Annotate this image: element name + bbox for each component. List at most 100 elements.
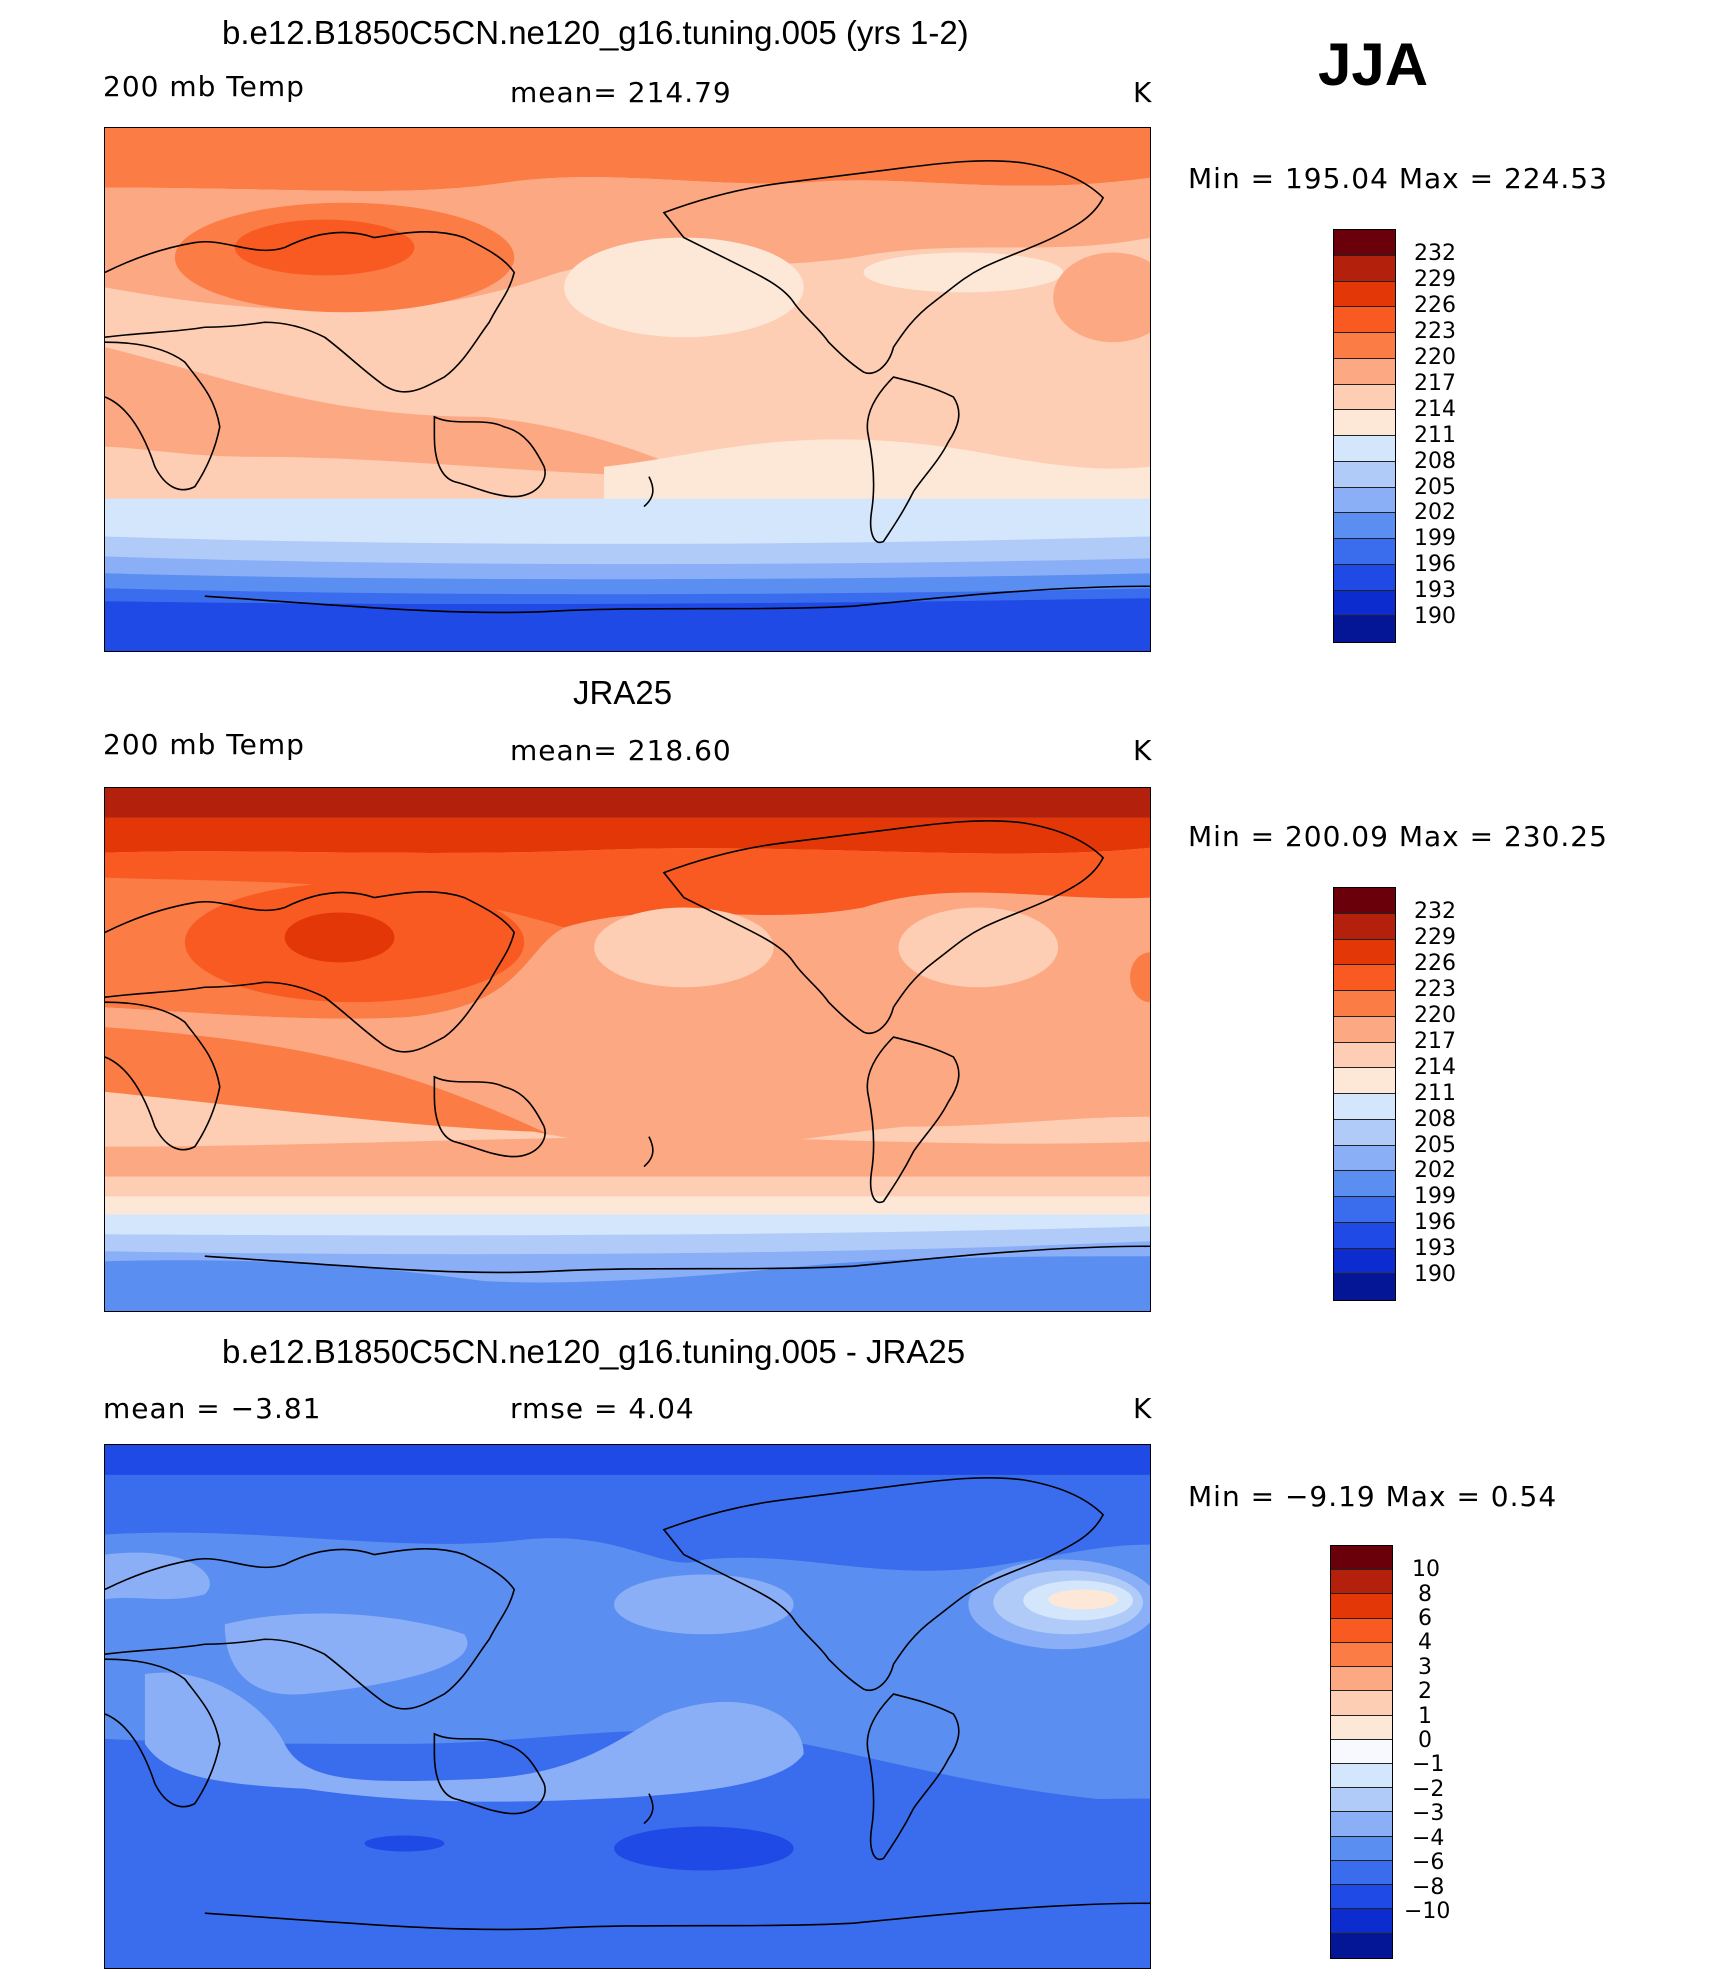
coastlines xyxy=(105,1477,1150,1931)
coastlines xyxy=(105,820,1150,1274)
colorbar-swatch xyxy=(1331,1594,1392,1619)
colorbar-swatch xyxy=(1334,1094,1395,1120)
colorbar-label: 190 xyxy=(1414,604,1456,629)
colorbar-swatch xyxy=(1331,1860,1392,1886)
colorbar-label: −3 xyxy=(1412,1801,1445,1826)
colorbar-label: 193 xyxy=(1414,578,1456,603)
colorbar-label: −6 xyxy=(1412,1850,1445,1875)
colorbar xyxy=(1330,1545,1393,1959)
field-band xyxy=(105,1793,1150,1968)
colorbar-label: 193 xyxy=(1414,1236,1456,1261)
colorbar-swatch xyxy=(1331,1788,1392,1813)
colorbar-label: 223 xyxy=(1414,319,1456,344)
panel-title: JRA25 xyxy=(573,674,673,711)
colorbar-swatch xyxy=(1331,1885,1392,1910)
field-band xyxy=(105,1552,210,1600)
variable-label: 200 mb Temp xyxy=(103,70,305,103)
colorbar-swatch xyxy=(1334,1197,1395,1223)
colorbar-swatch xyxy=(1334,281,1395,308)
colorbar-label: −2 xyxy=(1412,1777,1445,1802)
colorbar-swatch xyxy=(1334,410,1395,436)
season-label: JJA xyxy=(1318,31,1429,98)
colorbar-label: 214 xyxy=(1414,397,1456,422)
colorbar-label: 8 xyxy=(1418,1582,1432,1607)
colorbar-swatch xyxy=(1334,913,1395,940)
field-band xyxy=(105,347,704,477)
colorbar-label: −10 xyxy=(1404,1899,1451,1924)
rmse-label: rmse = 4.04 xyxy=(510,1392,695,1425)
colorbar-swatch xyxy=(1331,1667,1392,1692)
field-band xyxy=(564,237,804,338)
variable-label: 200 mb Temp xyxy=(103,728,305,761)
min-max-label: Min = 195.04 Max = 224.53 xyxy=(1188,162,1608,195)
colorbar-swatch xyxy=(1331,1546,1392,1571)
field-band xyxy=(604,439,1150,507)
colorbar-swatch xyxy=(1334,487,1395,514)
colorbar-label: 3 xyxy=(1418,1655,1432,1680)
colorbar xyxy=(1333,229,1396,643)
field-band xyxy=(105,598,1150,651)
colorbar-swatch xyxy=(1334,1274,1395,1300)
colorbar-swatch xyxy=(1334,333,1395,359)
colorbar-swatch xyxy=(1331,1715,1392,1740)
colorbar-swatch xyxy=(1334,939,1395,966)
field-band xyxy=(1130,952,1150,1003)
colorbar-swatch xyxy=(1334,384,1395,411)
field-band xyxy=(144,1672,804,1802)
colorbar-swatch xyxy=(1334,1016,1395,1043)
map-difference-temperature xyxy=(104,1444,1151,1969)
field-band xyxy=(898,907,1059,988)
colorbar-label: 229 xyxy=(1414,925,1456,950)
colorbar-label: 217 xyxy=(1414,371,1456,396)
units-label: K xyxy=(1133,734,1153,767)
colorbar-swatch xyxy=(1334,513,1395,539)
units-label: K xyxy=(1133,76,1153,109)
colorbar-label: 229 xyxy=(1414,267,1456,292)
field-band xyxy=(1053,252,1150,343)
colorbar-label: 217 xyxy=(1414,1029,1456,1054)
colorbar-swatch xyxy=(1334,461,1395,488)
colorbar-swatch xyxy=(1334,888,1395,914)
colorbar-label: 199 xyxy=(1414,526,1456,551)
mean-label: mean = −3.81 xyxy=(103,1392,322,1425)
panel-title: b.e12.B1850C5CN.ne120_g16.tuning.005 (yr… xyxy=(222,14,969,51)
field-band xyxy=(105,1027,555,1144)
colorbar-label: 196 xyxy=(1414,552,1456,577)
colorbar-label: 6 xyxy=(1418,1606,1432,1631)
colorbar-swatch xyxy=(1331,1618,1392,1643)
map-model-temperature xyxy=(104,127,1151,652)
colorbar-swatch xyxy=(1331,1642,1392,1668)
field-band xyxy=(105,1532,1150,1804)
map-reanalysis-temperature xyxy=(104,787,1151,1312)
colorbar-swatch xyxy=(1334,230,1395,256)
colorbar-label: 199 xyxy=(1414,1184,1456,1209)
field-band xyxy=(234,219,415,276)
colorbar-label: −1 xyxy=(1412,1752,1445,1777)
colorbar-label: 202 xyxy=(1414,500,1456,525)
field-band xyxy=(105,1256,1150,1311)
colorbar-swatch xyxy=(1334,564,1395,591)
colorbar-swatch xyxy=(1334,965,1395,991)
field-band xyxy=(224,1613,468,1695)
colorbar-swatch xyxy=(1334,539,1395,565)
colorbar-label: 220 xyxy=(1414,345,1456,370)
colorbar-label: 223 xyxy=(1414,977,1456,1002)
colorbar-label: 10 xyxy=(1412,1557,1440,1582)
colorbar-swatch xyxy=(1334,1042,1395,1069)
colorbar-label: 190 xyxy=(1414,1262,1456,1287)
colorbar-swatch xyxy=(1334,358,1395,385)
min-max-label: Min = 200.09 Max = 230.25 xyxy=(1188,820,1608,853)
mean-label: mean= 218.60 xyxy=(510,734,732,767)
field-band xyxy=(105,817,1150,854)
colorbar-swatch xyxy=(1334,1171,1395,1197)
colorbar-swatch xyxy=(1334,1222,1395,1249)
colorbar-swatch xyxy=(1334,1068,1395,1094)
colorbar-swatch xyxy=(1334,991,1395,1017)
coastlines xyxy=(105,160,1150,614)
colorbar-label: 232 xyxy=(1414,899,1456,924)
colorbar-swatch xyxy=(1331,1812,1392,1837)
colorbar-swatch xyxy=(1331,1763,1392,1789)
colorbar-swatch xyxy=(1334,1119,1395,1146)
colorbar-label: 211 xyxy=(1414,1081,1456,1106)
colorbar-swatch xyxy=(1331,1691,1392,1716)
